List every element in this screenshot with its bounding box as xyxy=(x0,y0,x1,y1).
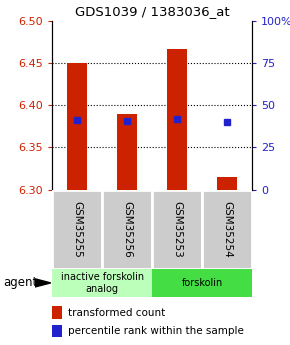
Text: forskolin: forskolin xyxy=(182,278,223,288)
Bar xyxy=(167,49,187,190)
Text: GSM35254: GSM35254 xyxy=(222,201,232,258)
Bar xyxy=(102,190,152,269)
Title: GDS1039 / 1383036_at: GDS1039 / 1383036_at xyxy=(75,5,230,18)
Text: transformed count: transformed count xyxy=(68,308,166,317)
Bar xyxy=(52,190,102,269)
Bar xyxy=(152,190,202,269)
Polygon shape xyxy=(35,279,51,287)
Bar xyxy=(52,269,152,297)
Text: inactive forskolin
analog: inactive forskolin analog xyxy=(61,272,144,294)
Text: percentile rank within the sample: percentile rank within the sample xyxy=(68,326,244,336)
Text: GSM35255: GSM35255 xyxy=(72,201,82,258)
Text: agent: agent xyxy=(3,276,37,289)
Bar xyxy=(52,325,62,337)
Text: GSM35256: GSM35256 xyxy=(122,201,132,258)
Bar xyxy=(217,177,237,190)
Text: GSM35253: GSM35253 xyxy=(172,201,182,258)
Bar xyxy=(202,190,252,269)
Bar xyxy=(67,63,87,190)
Bar xyxy=(152,269,252,297)
Bar xyxy=(117,114,137,190)
Bar xyxy=(52,306,62,319)
